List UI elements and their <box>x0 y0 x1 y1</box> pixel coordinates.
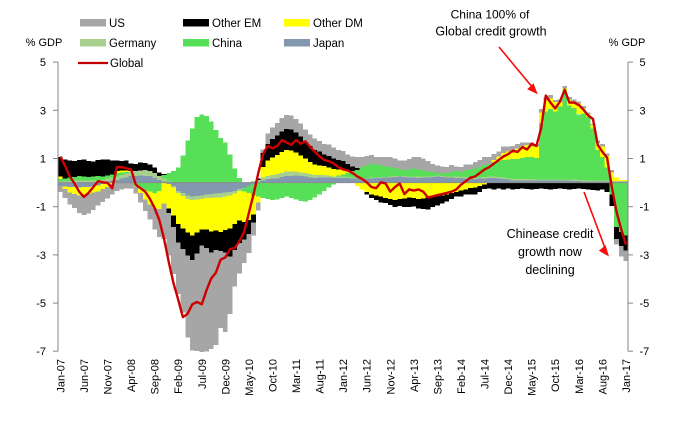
svg-text:Chinease credit: Chinease credit <box>507 227 594 241</box>
svg-text:-1: -1 <box>640 202 650 214</box>
svg-text:-3: -3 <box>640 250 650 262</box>
svg-text:Sep-08: Sep-08 <box>150 359 162 394</box>
svg-text:Mar-11: Mar-11 <box>291 359 303 393</box>
svg-text:May-15: May-15 <box>527 359 539 396</box>
svg-text:-7: -7 <box>36 346 46 358</box>
svg-text:Jul-09: Jul-09 <box>197 359 209 389</box>
svg-text:Mar-16: Mar-16 <box>574 359 586 394</box>
svg-text:1: 1 <box>640 154 646 166</box>
svg-text:China: China <box>212 38 243 50</box>
svg-text:Apr-08: Apr-08 <box>126 359 138 392</box>
svg-text:5: 5 <box>40 57 46 69</box>
svg-text:Jun-12: Jun-12 <box>362 359 374 393</box>
svg-text:Oct-15: Oct-15 <box>550 359 562 392</box>
svg-text:Feb-09: Feb-09 <box>173 359 185 394</box>
svg-text:Aug-11: Aug-11 <box>315 359 327 394</box>
svg-text:Jul-14: Jul-14 <box>480 359 492 389</box>
svg-text:US: US <box>109 18 125 30</box>
svg-text:-7: -7 <box>640 346 650 358</box>
svg-text:Other EM: Other EM <box>212 18 261 30</box>
svg-text:5: 5 <box>640 57 646 69</box>
svg-text:Japan: Japan <box>313 38 344 50</box>
svg-text:Nov-12: Nov-12 <box>385 359 397 394</box>
svg-text:Dec-14: Dec-14 <box>503 359 515 394</box>
svg-text:1: 1 <box>40 154 46 166</box>
svg-text:May-10: May-10 <box>244 359 256 396</box>
svg-text:growth now: growth now <box>518 245 583 259</box>
svg-text:% GDP: % GDP <box>26 37 63 49</box>
svg-text:Dec-09: Dec-09 <box>220 359 232 394</box>
svg-text:Sep-13: Sep-13 <box>432 359 444 394</box>
svg-text:Global: Global <box>110 58 143 70</box>
svg-text:Oct-10: Oct-10 <box>268 359 280 392</box>
svg-text:Global credit growth: Global credit growth <box>435 25 546 39</box>
svg-text:Jan-17: Jan-17 <box>621 359 633 393</box>
svg-text:-5: -5 <box>36 298 46 310</box>
svg-text:Jan-12: Jan-12 <box>338 359 350 393</box>
svg-text:Apr-13: Apr-13 <box>409 359 421 392</box>
svg-text:Feb-14: Feb-14 <box>456 359 468 394</box>
svg-text:Nov-07: Nov-07 <box>103 359 115 394</box>
svg-text:% GDP: % GDP <box>609 37 646 49</box>
svg-text:-3: -3 <box>36 250 46 262</box>
svg-text:Jun-07: Jun-07 <box>79 359 91 393</box>
svg-text:Germany: Germany <box>109 38 157 50</box>
svg-text:3: 3 <box>640 105 646 117</box>
svg-text:China 100% of: China 100% of <box>451 8 530 22</box>
svg-text:declining: declining <box>525 263 574 277</box>
svg-text:Jan-07: Jan-07 <box>55 359 67 393</box>
svg-text:3: 3 <box>40 105 46 117</box>
svg-text:Other DM: Other DM <box>313 18 363 30</box>
svg-text:Aug-16: Aug-16 <box>597 359 609 394</box>
svg-text:-5: -5 <box>640 298 650 310</box>
svg-text:-1: -1 <box>36 202 46 214</box>
